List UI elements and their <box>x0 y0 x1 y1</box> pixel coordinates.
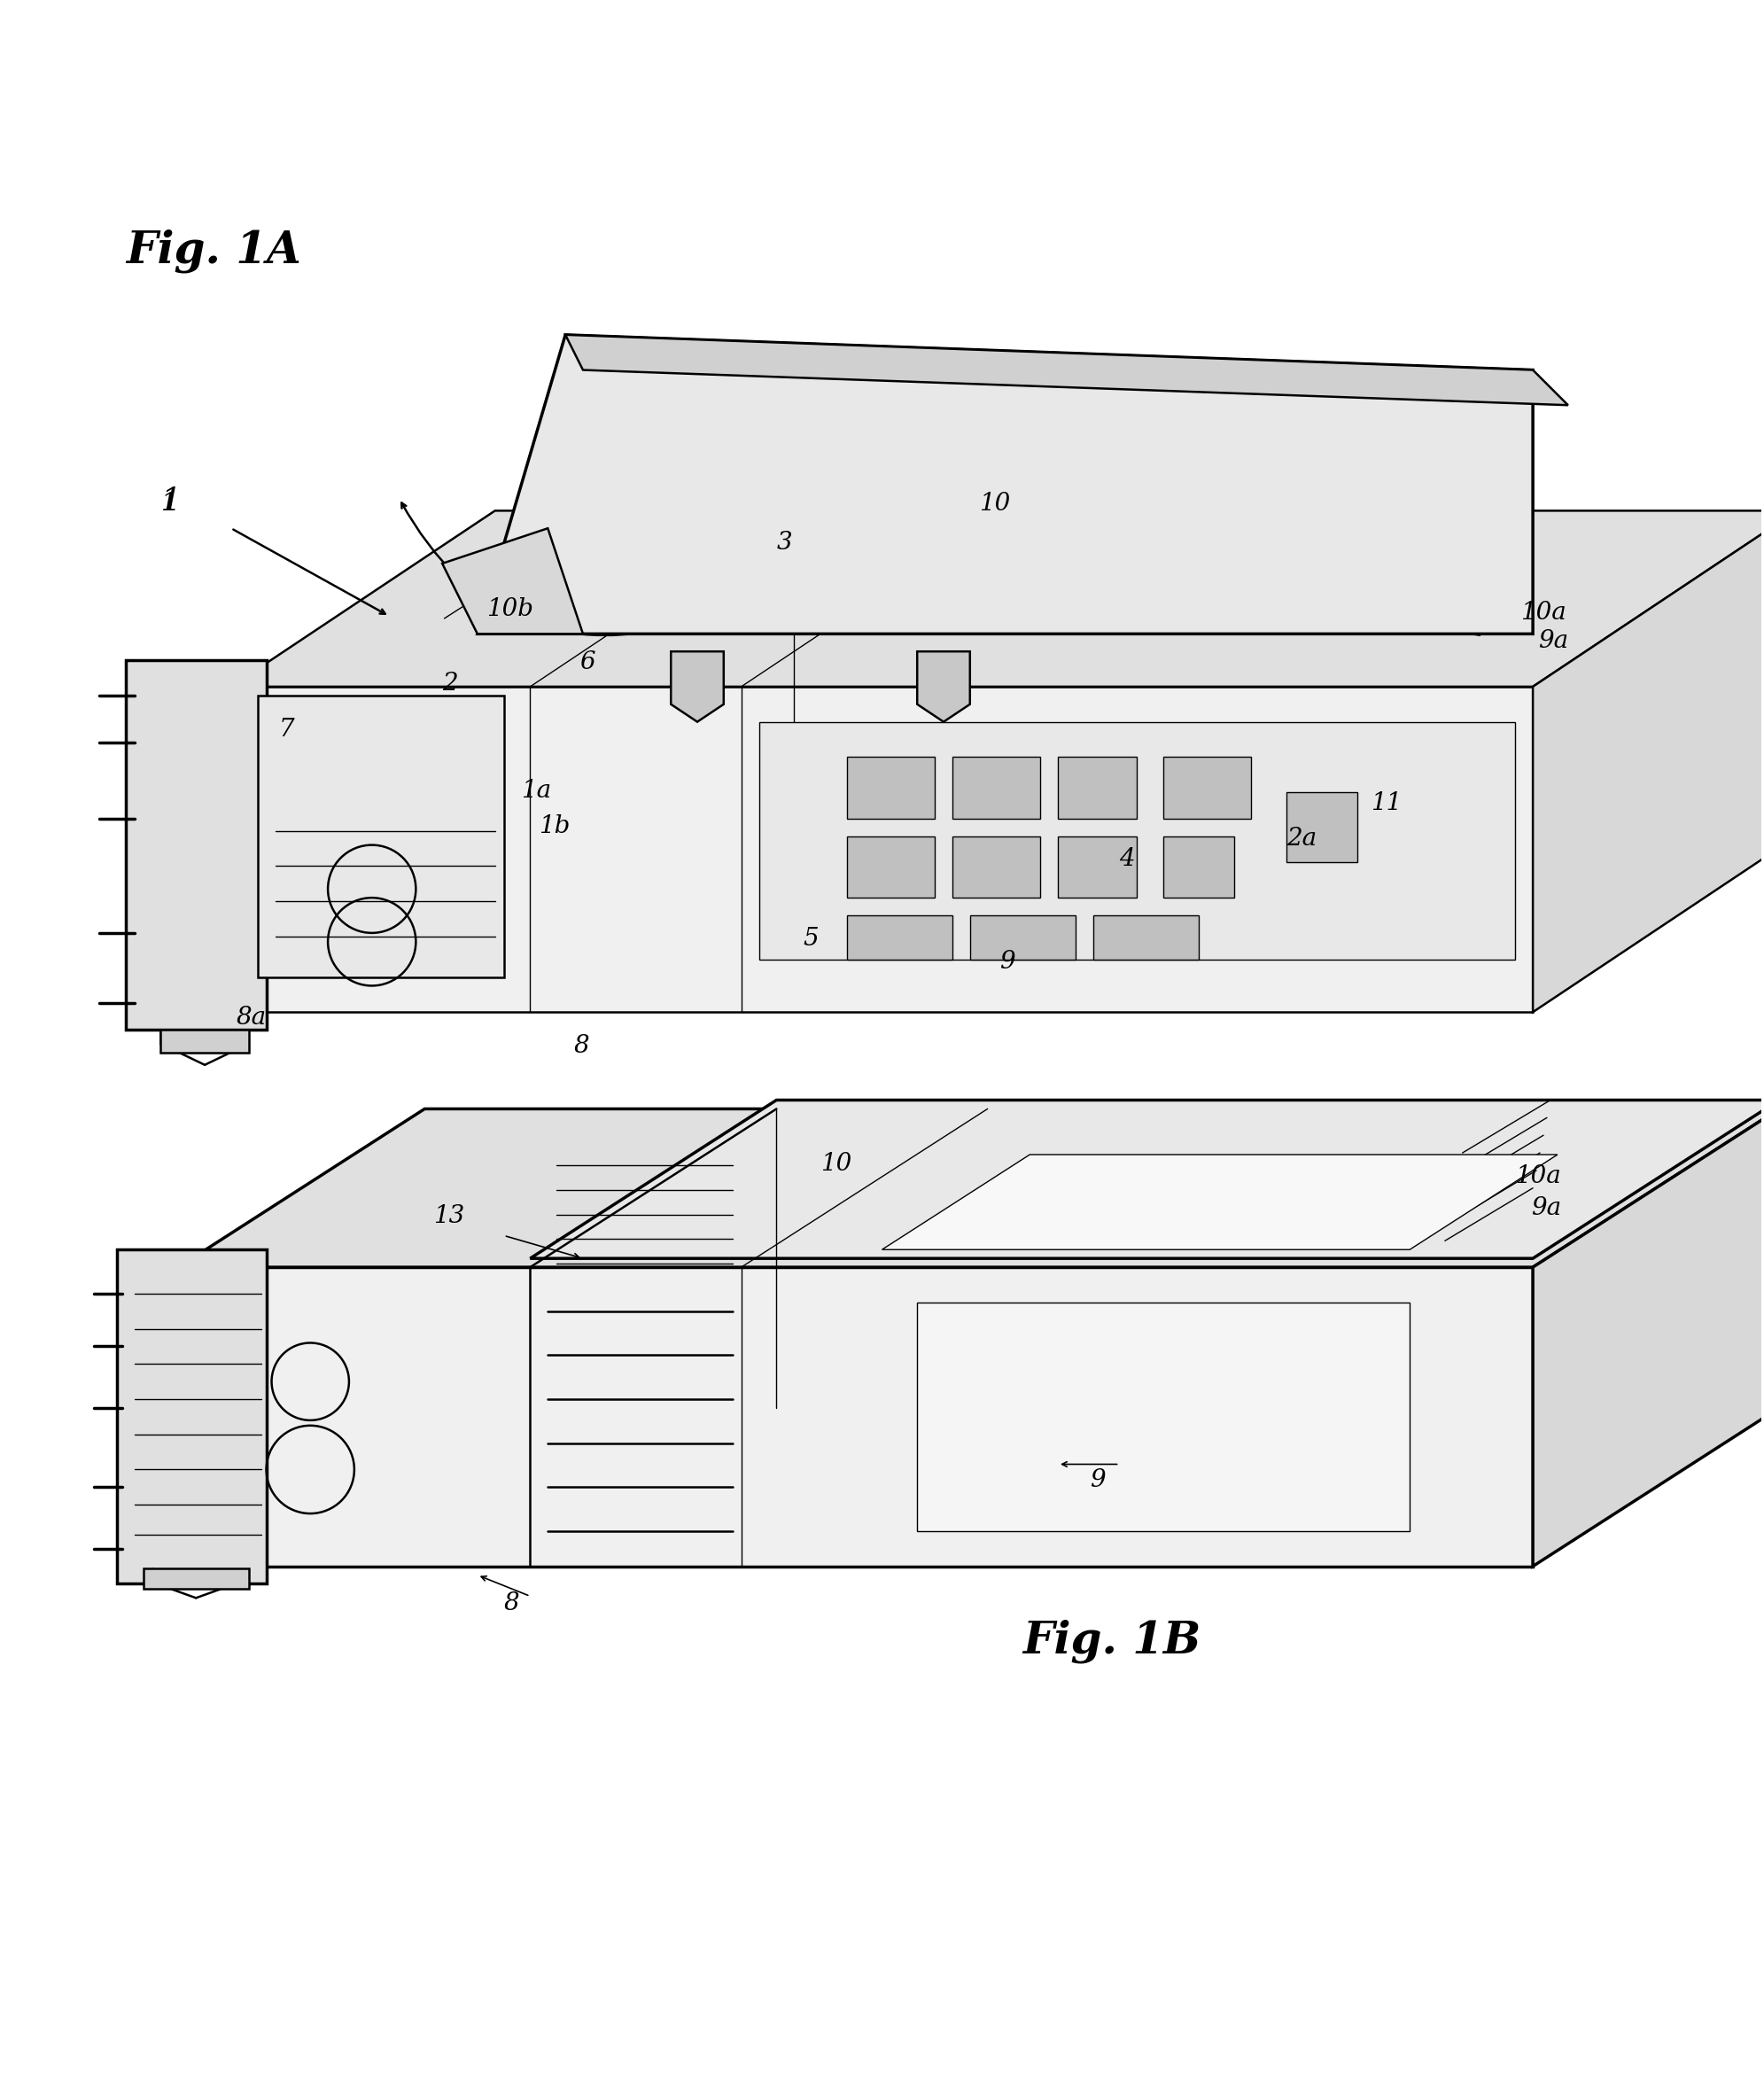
Polygon shape <box>231 511 1764 687</box>
Text: 13: 13 <box>434 1205 464 1228</box>
Polygon shape <box>1058 837 1138 897</box>
Polygon shape <box>953 837 1041 897</box>
Polygon shape <box>917 652 970 723</box>
Text: Fig. 1B: Fig. 1B <box>1023 1620 1201 1664</box>
Polygon shape <box>759 723 1515 960</box>
Text: 2: 2 <box>443 671 459 696</box>
Polygon shape <box>1286 791 1357 862</box>
Polygon shape <box>670 652 723 723</box>
Text: 1a: 1a <box>522 779 552 804</box>
Text: 8: 8 <box>573 1034 589 1057</box>
Polygon shape <box>231 687 1533 1011</box>
Polygon shape <box>178 1109 1764 1267</box>
Text: 4: 4 <box>1120 847 1134 872</box>
Text: 9a: 9a <box>1538 629 1568 654</box>
Text: 9: 9 <box>1000 949 1016 974</box>
Polygon shape <box>531 1101 1764 1259</box>
Text: 6: 6 <box>579 650 594 675</box>
Text: 10b: 10b <box>487 598 533 621</box>
Text: 10: 10 <box>820 1153 852 1176</box>
Polygon shape <box>917 1302 1409 1531</box>
Text: 10a: 10a <box>1521 600 1566 625</box>
Polygon shape <box>847 837 935 897</box>
Text: 10a: 10a <box>1515 1163 1561 1188</box>
Text: 1: 1 <box>161 492 176 515</box>
Polygon shape <box>178 1267 1533 1566</box>
Text: 7: 7 <box>279 717 295 741</box>
Polygon shape <box>125 660 266 1030</box>
Polygon shape <box>443 528 582 633</box>
Text: 11: 11 <box>1371 791 1402 814</box>
Text: 1b: 1b <box>540 814 570 837</box>
Text: 9a: 9a <box>1531 1196 1561 1219</box>
Polygon shape <box>1164 756 1251 818</box>
Polygon shape <box>1762 1095 1764 1117</box>
Polygon shape <box>1164 837 1233 897</box>
Polygon shape <box>1533 511 1764 1011</box>
Polygon shape <box>258 696 505 976</box>
Polygon shape <box>116 1250 266 1585</box>
Polygon shape <box>1094 916 1198 960</box>
Polygon shape <box>566 334 1568 405</box>
Polygon shape <box>953 756 1041 818</box>
Text: 3: 3 <box>776 532 792 555</box>
Text: 10: 10 <box>979 492 1011 515</box>
Polygon shape <box>1058 756 1138 818</box>
Polygon shape <box>882 1155 1558 1250</box>
Polygon shape <box>847 756 935 818</box>
Polygon shape <box>478 334 1533 633</box>
Polygon shape <box>143 1568 249 1589</box>
Text: 8a: 8a <box>236 1005 266 1030</box>
Text: 5: 5 <box>803 926 818 951</box>
Polygon shape <box>847 916 953 960</box>
Text: 2a: 2a <box>1286 827 1316 849</box>
Text: 9: 9 <box>1090 1468 1106 1493</box>
Polygon shape <box>1533 1109 1764 1566</box>
Polygon shape <box>161 1030 249 1053</box>
Text: Fig. 1A: Fig. 1A <box>125 228 302 272</box>
Text: 8: 8 <box>505 1591 519 1616</box>
Polygon shape <box>970 916 1076 960</box>
Text: 1: 1 <box>161 486 182 517</box>
